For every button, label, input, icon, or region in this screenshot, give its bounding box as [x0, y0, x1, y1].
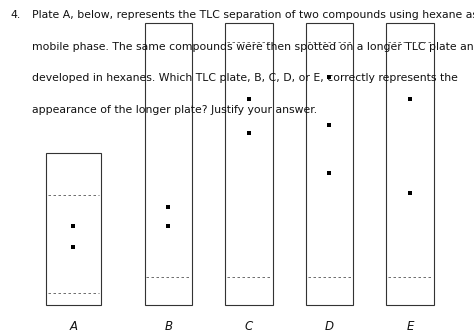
Text: appearance of the longer plate? Justify your answer.: appearance of the longer plate? Justify … [32, 105, 318, 115]
Bar [145, 23, 192, 305]
Bar [225, 23, 273, 305]
Text: C: C [245, 320, 253, 332]
Text: D: D [325, 320, 334, 332]
Text: A: A [70, 320, 77, 332]
Bar [386, 23, 434, 305]
Text: B: B [164, 320, 172, 332]
Text: Plate A, below, represents the TLC separation of two compounds using hexane as t: Plate A, below, represents the TLC separ… [32, 10, 474, 20]
Bar [306, 23, 353, 305]
Text: E: E [406, 320, 414, 332]
Bar [46, 153, 101, 305]
Text: 4.: 4. [10, 10, 21, 20]
Text: mobile phase. The same compounds were then spotted on a longer TLC plate and aga: mobile phase. The same compounds were th… [32, 42, 474, 51]
Text: developed in hexanes. Which TLC plate, B, C, D, or E, correctly represents the: developed in hexanes. Which TLC plate, B… [32, 73, 458, 83]
